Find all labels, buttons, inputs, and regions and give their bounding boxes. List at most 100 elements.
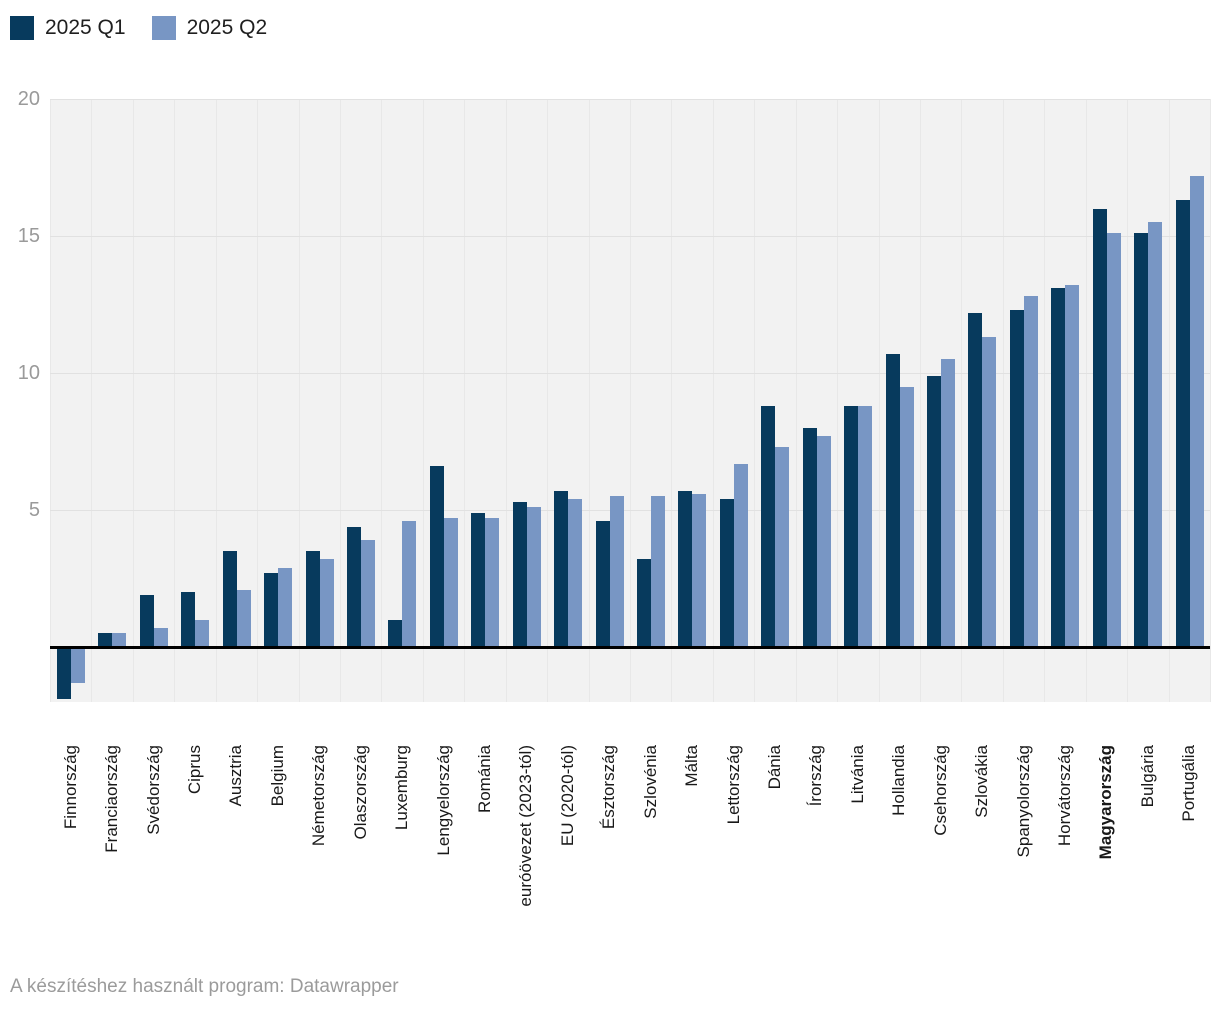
- x-axis-label-Luxemburg: Luxemburg: [392, 745, 412, 831]
- y-axis-tick-label: 10: [17, 362, 40, 385]
- x-axis-label-Ciprus: Ciprus: [185, 745, 204, 795]
- legend-label-2025q1: 2025 Q1: [45, 16, 126, 39]
- vertical-gridline: [422, 99, 424, 702]
- x-axis-label-Finnország: Finnország: [60, 745, 80, 830]
- vertical-gridline: [1210, 99, 1211, 702]
- bar-2025q2-Ausztria: [236, 589, 251, 648]
- bar-2025q2-Svédország: [153, 627, 168, 648]
- vertical-gridline: [795, 99, 797, 702]
- x-axis-label-Belgium: Belgium: [267, 745, 287, 807]
- vertical-gridline: [630, 99, 631, 702]
- bar-2025q2-Ciprus: [195, 619, 210, 648]
- legend-swatch-2025q2: [151, 16, 176, 40]
- bar-2025q2-Horvátország: [1065, 285, 1080, 648]
- x-axis-label-Észtország: Észtország: [599, 745, 619, 830]
- legend-item-2025q2: 2025 Q2: [151, 16, 267, 40]
- bar-2025q1-Csehország: [927, 375, 941, 648]
- vertical-gridline: [132, 99, 134, 702]
- bar-2025q2-Szlovákia: [982, 337, 997, 648]
- bar-2025q1-Litvánia: [844, 405, 859, 648]
- vertical-gridline: [1044, 99, 1046, 702]
- bar-2025q1-EU (2020-tól): [554, 490, 569, 648]
- bar-2025q2-Litvánia: [858, 405, 873, 648]
- bar-2025q2-Franciaország: [112, 633, 127, 648]
- bar-2025q1-euróövezet (2023-tól): [512, 501, 527, 648]
- vertical-gridline: [50, 99, 51, 702]
- vertical-gridline: [547, 99, 549, 702]
- bar-2025q1-Lettország: [719, 499, 734, 648]
- x-axis-label-Magyarország: Magyarország: [1096, 745, 1116, 860]
- vertical-gridline: [505, 99, 507, 702]
- bar-2025q1-Szlovákia: [968, 312, 983, 648]
- bar-2025q2-Luxemburg: [402, 521, 417, 648]
- horizontal-gridline: [50, 99, 1210, 100]
- bar-2025q1-Dánia: [761, 405, 776, 648]
- x-axis-label-Dánia: Dánia: [765, 745, 784, 790]
- x-axis-label-Németország: Németország: [309, 745, 329, 847]
- y-axis-tick-label: 20: [17, 88, 40, 110]
- bar-2025q1-Luxemburg: [388, 619, 403, 648]
- horizontal-gridline: [50, 373, 1210, 375]
- vertical-gridline: [1002, 99, 1004, 702]
- vertical-gridline: [298, 99, 300, 702]
- source-note: A készítéshez használt program: Datawrap…: [10, 976, 399, 997]
- x-axis-label-Litvánia: Litvánia: [847, 745, 867, 804]
- bar-2025q2-Dánia: [775, 447, 790, 648]
- bar-2025q2-Lengyelország: [443, 518, 458, 648]
- x-axis-label-Románia: Románia: [475, 745, 494, 814]
- x-axis-label-Lettország: Lettország: [723, 745, 743, 825]
- bar-2025q1-Bulgária: [1134, 233, 1149, 648]
- x-axis-label-Csehország: Csehország: [930, 745, 950, 836]
- bar-2025q1-Ausztria: [222, 551, 237, 648]
- bar-2025q2-euróövezet (2023-tól): [526, 507, 541, 648]
- bar-2025q2-Észtország: [609, 496, 624, 648]
- x-axis-label-EU (2020-tól): EU (2020-tól): [557, 745, 577, 847]
- vertical-gridline: [1127, 99, 1129, 702]
- bar-2025q2-Magyarország: [1106, 233, 1121, 648]
- x-axis-label-Olaszország: Olaszország: [350, 745, 370, 840]
- bar-2025q2-Csehország: [941, 359, 955, 648]
- bar-2025q1-Magyarország: [1092, 208, 1107, 648]
- x-axis-label-Franciaország: Franciaország: [102, 745, 122, 853]
- legend: 2025 Q1 2025 Q2: [10, 16, 267, 40]
- bar-2025q1-Svédország: [139, 595, 154, 648]
- vertical-gridline: [257, 99, 259, 702]
- x-axis-label-Ausztria: Ausztria: [226, 745, 246, 807]
- vertical-gridline: [588, 99, 590, 702]
- bar-2025q1-Hollandia: [885, 353, 900, 648]
- x-axis-label-Hollandia: Hollandia: [889, 745, 909, 816]
- vertical-gridline: [215, 99, 217, 702]
- bar-2025q1-Írország: [802, 427, 817, 648]
- x-axis-label-Szlovénia: Szlovénia: [640, 745, 660, 819]
- x-axis-label-Málta: Málta: [682, 745, 702, 787]
- bar-2025q2-Málta: [692, 493, 707, 648]
- vertical-gridline: [464, 99, 466, 702]
- bar-2025q1-Portugália: [1175, 200, 1190, 648]
- vertical-gridline: [1085, 99, 1087, 702]
- vertical-gridline: [381, 99, 383, 702]
- vertical-gridline: [837, 99, 839, 702]
- bar-2025q2-Finnország: [71, 647, 85, 683]
- bar-2025q2-Szlovénia: [651, 496, 665, 648]
- bar-2025q2-EU (2020-tól): [568, 499, 583, 648]
- horizontal-gridline: [50, 510, 1210, 512]
- vertical-gridline: [340, 99, 341, 702]
- y-axis-tick-label: 15: [17, 225, 40, 248]
- x-axis-label-Portugália: Portugália: [1179, 745, 1199, 822]
- bar-2025q1-Finnország: [57, 647, 71, 700]
- x-axis-label-euróövezet (2023-tól): euróövezet (2023-tól): [516, 745, 536, 907]
- y-axis-tick-label: 5: [28, 499, 40, 522]
- x-axis-label-Írország: Írország: [806, 745, 826, 807]
- vertical-gridline: [712, 99, 714, 702]
- x-axis-label-Horvátország: Horvátország: [1055, 745, 1074, 847]
- bar-2025q2-Belgium: [278, 567, 293, 648]
- bar-2025q1-Franciaország: [98, 633, 113, 648]
- bar-2025q1-Olaszország: [347, 526, 361, 648]
- x-axis-label-Svédország: Svédország: [143, 745, 163, 835]
- bar-2025q1-Spanyolország: [1009, 310, 1024, 648]
- zero-axis-line: [50, 646, 1210, 650]
- bar-2025q1-Észtország: [595, 521, 610, 648]
- bar-2025q1-Lengyelország: [429, 466, 444, 648]
- bar-2025q1-Románia: [471, 512, 486, 648]
